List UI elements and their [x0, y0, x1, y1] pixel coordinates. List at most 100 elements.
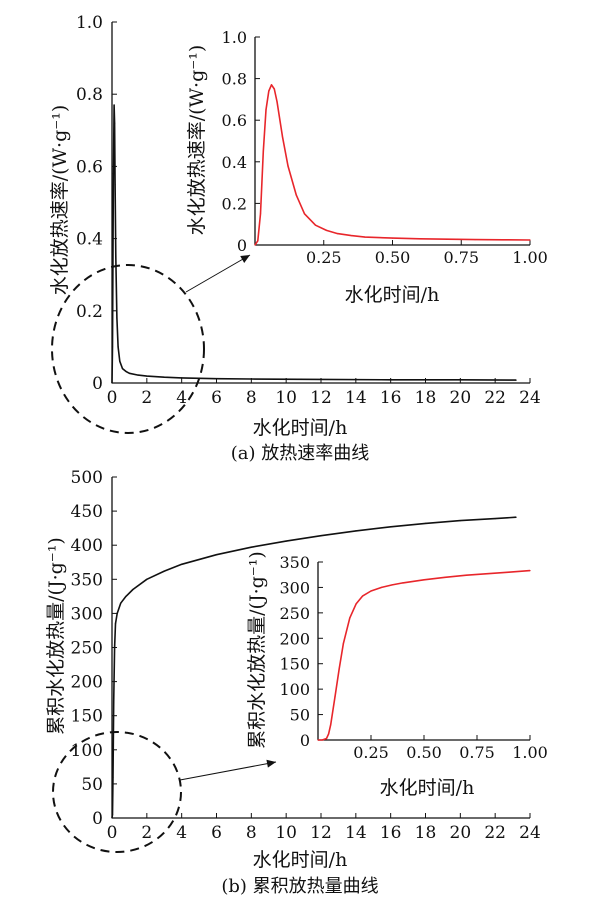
- zoom-arrow-b-shaft: [179, 761, 277, 781]
- data-point: [303, 213, 306, 215]
- data-point: [215, 554, 218, 556]
- data-point: [423, 579, 425, 581]
- data-point: [349, 617, 351, 619]
- x-tick-label: 8: [246, 823, 257, 843]
- x-tick-label: 0.50: [406, 743, 442, 762]
- x-tick-label: 4: [176, 823, 187, 843]
- data-point: [325, 737, 328, 740]
- zoom-ellipse-b: [52, 731, 182, 853]
- y-tick-label: 200: [71, 673, 103, 693]
- series-line-b_inset: [318, 569, 531, 741]
- data-point: [262, 150, 264, 152]
- data-point: [391, 584, 393, 586]
- y-axis-label: 累积水化放热量/(J·g⁻¹): [246, 551, 268, 749]
- x-axis-label: 水化时间/h: [253, 849, 348, 871]
- data-point: [114, 646, 116, 649]
- y-tick-label: 0.2: [222, 194, 247, 213]
- data-point: [121, 368, 124, 370]
- data-point: [270, 84, 273, 86]
- data-point: [120, 602, 122, 604]
- y-tick-label: 100: [71, 741, 103, 761]
- data-point: [111, 346, 114, 348]
- x-tick-label: 14: [345, 388, 367, 408]
- x-tick-label: 0.75: [443, 248, 479, 267]
- data-point: [529, 239, 531, 241]
- y-tick-label: 0: [237, 236, 247, 255]
- zoom-ellipse-a: [51, 264, 205, 434]
- x-tick-label: 0: [107, 823, 118, 843]
- y-tick-label: 200: [279, 629, 310, 648]
- data-point: [320, 535, 322, 537]
- y-tick-label: 350: [279, 553, 310, 572]
- data-point: [114, 183, 116, 185]
- y-tick-label: 250: [71, 639, 103, 659]
- data-point: [273, 88, 275, 90]
- data-point: [465, 574, 467, 576]
- data-point: [419, 238, 421, 240]
- series-line-a_inset: [254, 84, 531, 246]
- y-tick-label: 350: [71, 570, 103, 590]
- y-tick-label: 150: [279, 655, 310, 674]
- data-point: [285, 540, 287, 542]
- data-point: [114, 122, 116, 124]
- y-tick-label: 0.4: [76, 230, 103, 250]
- data-point: [390, 379, 392, 381]
- y-tick-label: 0: [92, 809, 103, 829]
- x-tick-label: 20: [450, 823, 472, 843]
- data-point: [328, 733, 330, 735]
- data-point: [317, 739, 319, 741]
- y-tick-label: 400: [71, 536, 103, 556]
- zoom-arrow-a-head: [240, 255, 250, 263]
- data-point: [287, 165, 289, 167]
- y-tick-label: 150: [71, 707, 103, 727]
- data-point: [146, 375, 148, 377]
- data-point: [281, 136, 284, 138]
- series-line-b_main: [111, 516, 517, 819]
- data-point: [446, 238, 449, 240]
- x-axis-label: 水化时间/h: [345, 284, 440, 306]
- data-point: [336, 233, 339, 235]
- data-point: [125, 595, 127, 598]
- x-tick-label: 8: [246, 388, 257, 408]
- x-tick-label: 6: [211, 823, 222, 843]
- data-point: [114, 623, 117, 625]
- y-tick-label: 0.4: [222, 153, 247, 172]
- data-point: [128, 372, 130, 374]
- x-tick-label: 18: [415, 388, 437, 408]
- x-tick-label: 12: [310, 388, 332, 408]
- x-tick-label: 24: [519, 823, 541, 843]
- data-point: [364, 236, 366, 238]
- data-point: [116, 317, 118, 319]
- data-point: [350, 235, 352, 237]
- data-point: [146, 578, 148, 580]
- data-point: [115, 256, 117, 258]
- data-point: [254, 244, 256, 246]
- chart-caption: (a) 放热速率曲线: [231, 443, 370, 464]
- series-line-a_main: [111, 104, 517, 384]
- data-point: [390, 526, 392, 528]
- x-tick-label: 6: [211, 388, 222, 408]
- x-tick-label: 0.25: [306, 248, 342, 267]
- data-point: [325, 229, 328, 231]
- x-tick-label: 2: [141, 388, 152, 408]
- data-point: [259, 213, 262, 215]
- x-tick-label: 12: [310, 823, 332, 843]
- x-tick-label: 18: [415, 823, 437, 843]
- data-point: [355, 530, 357, 532]
- data-point: [295, 194, 297, 196]
- x-tick-label: 14: [345, 823, 367, 843]
- y-axis-label: 累积水化放热量/(J·g⁻¹): [45, 537, 67, 735]
- data-point: [529, 570, 531, 572]
- data-point: [111, 814, 114, 816]
- data-point: [111, 382, 113, 384]
- data-point: [268, 90, 270, 92]
- data-point: [424, 522, 427, 525]
- x-tick-label: 0.50: [375, 248, 411, 267]
- data-point: [113, 104, 115, 106]
- data-point: [361, 595, 364, 597]
- x-tick-label: 22: [484, 388, 506, 408]
- x-tick-label: 1.00: [512, 248, 548, 267]
- x-tick-label: 20: [450, 388, 472, 408]
- x-tick-label: 0: [107, 388, 118, 408]
